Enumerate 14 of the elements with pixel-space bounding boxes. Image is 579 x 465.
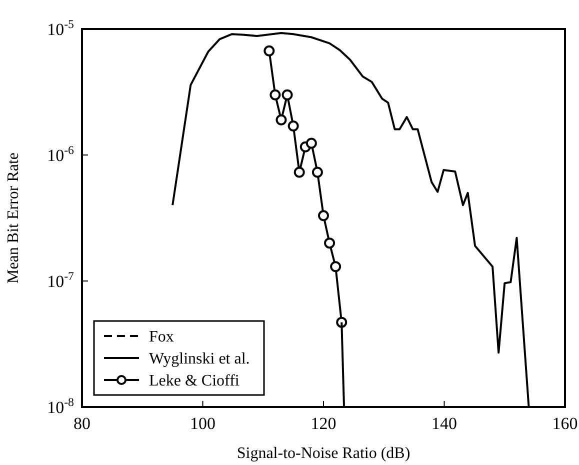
x-tick-label: 80	[74, 414, 90, 434]
x-tick-label: 160	[552, 414, 578, 434]
y-tick-label: 10$^{-7}$	[47, 268, 74, 291]
legend-label: Leke & Cioffi	[149, 372, 240, 390]
x-axis-title: Signal-to-Noise Ratio (dB)	[236, 445, 410, 462]
y-tick-label: 10$^{-5}$	[47, 16, 74, 39]
legend-label: Wyglinski et al.	[149, 350, 250, 368]
y-axis-title: Mean Bit Error Rate	[5, 152, 22, 284]
x-tick-label: 120	[310, 414, 336, 434]
x-tick-label: 140	[432, 414, 457, 434]
y-tick-label: 10$^{-6}$	[47, 142, 74, 165]
y-tick-label: 10$^{-8}$	[47, 394, 74, 417]
legend-label: Fox	[149, 328, 174, 346]
x-tick-label: 100	[190, 414, 216, 434]
